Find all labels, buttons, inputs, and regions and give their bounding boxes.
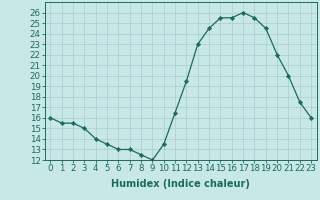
X-axis label: Humidex (Indice chaleur): Humidex (Indice chaleur): [111, 179, 250, 189]
